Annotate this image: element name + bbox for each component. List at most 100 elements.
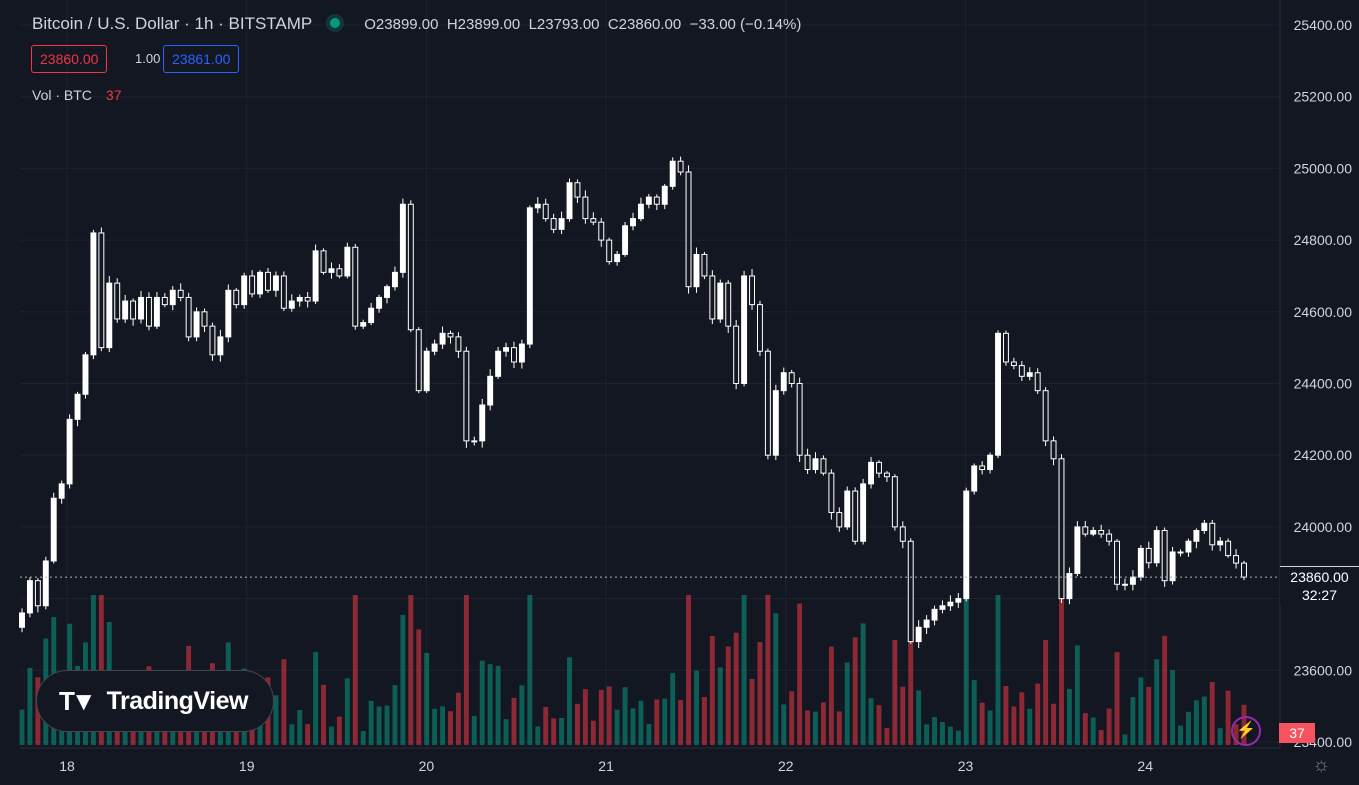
candle-body	[669, 160, 676, 187]
volume-label: Vol · BTC	[32, 87, 92, 103]
volume-bar	[487, 664, 493, 745]
candle-body	[907, 540, 914, 643]
candle-body	[423, 350, 430, 392]
candle-body	[979, 465, 986, 471]
candle-body	[503, 347, 509, 352]
volume-bar	[1225, 690, 1231, 745]
volume-bar	[987, 710, 993, 745]
price-tick-label: 24600.00	[1294, 304, 1353, 320]
volume-bar	[900, 686, 906, 745]
volume-bar	[749, 678, 755, 745]
volume-bar	[813, 711, 818, 745]
candle-body	[526, 207, 533, 345]
volume-bar	[590, 720, 596, 745]
candle-body	[471, 440, 478, 443]
volume-bar	[1209, 681, 1215, 745]
volume-bar	[876, 705, 882, 745]
volume-bar	[495, 665, 501, 745]
volume-bar	[670, 673, 676, 745]
price-axis[interactable]: 23400.0023600.0023800.0024000.0024200.00…	[1294, 17, 1353, 750]
volume-value: 37	[105, 87, 122, 103]
candle-body	[820, 458, 827, 474]
candle-body	[1074, 526, 1081, 575]
volume-bar	[408, 595, 414, 745]
volume-bar	[868, 698, 874, 745]
volume-bar	[1098, 730, 1104, 745]
price-tick-label: 24800.00	[1294, 232, 1353, 248]
volume-bar	[709, 636, 715, 745]
candle-body	[217, 336, 224, 356]
symbol-legend[interactable]: Bitcoin / U.S. Dollar · 1h · BITSTAMP O23…	[32, 14, 801, 34]
volume-bar	[582, 689, 588, 745]
candle-body	[757, 304, 763, 352]
candle-body	[82, 354, 89, 395]
candle-body	[280, 275, 287, 309]
volume-bar	[828, 646, 834, 745]
candle-body	[241, 275, 248, 306]
volume-bar	[432, 708, 438, 745]
price-tick-label: 23600.00	[1294, 662, 1353, 678]
volume-bar	[503, 719, 509, 745]
volume-bar	[416, 629, 422, 745]
candle-body	[1042, 390, 1049, 442]
candle-body	[1002, 332, 1009, 363]
candle-body	[844, 490, 851, 528]
candle-body	[804, 454, 811, 471]
candle-body	[860, 483, 867, 542]
volume-bar	[567, 657, 572, 745]
volume-bar	[19, 709, 25, 745]
candle-body	[899, 526, 906, 542]
candle-body	[1225, 540, 1232, 557]
buy-price-button[interactable]: 23861.00	[163, 45, 240, 73]
time-axis[interactable]: 18 19 20 21 22 23 24	[59, 758, 1153, 774]
candle-body	[542, 203, 549, 220]
change-value: −33.00 (−0.14%)	[689, 16, 802, 33]
candle-body	[138, 296, 144, 320]
candle-body	[352, 246, 359, 327]
candle-body	[34, 580, 41, 607]
candle-body	[177, 289, 184, 298]
ohlc-readout: O23899.00 H23899.00 L23793.00 C23860.00 …	[364, 16, 801, 33]
market-status-dot-icon[interactable]	[330, 18, 341, 28]
volume-bar	[1122, 734, 1128, 745]
tradingview-logo[interactable]: T▼ TradingView	[36, 670, 274, 732]
volume-bar	[305, 724, 311, 745]
volume-bar	[1114, 652, 1120, 745]
volume-bar	[281, 659, 287, 745]
lightning-icon[interactable]: ⚡	[1231, 716, 1261, 746]
volume-bar	[1003, 685, 1009, 745]
spread-value: 1.00	[135, 51, 161, 66]
candle-body	[1129, 576, 1136, 585]
candle-body	[1122, 583, 1128, 586]
candle-body	[701, 253, 708, 277]
candle-body	[431, 343, 438, 352]
candle-body	[1058, 458, 1065, 600]
candle-body	[265, 271, 271, 291]
volume-legend[interactable]: Vol · BTC 37	[32, 87, 121, 103]
volume-bar	[630, 708, 636, 745]
candle-body	[1114, 540, 1120, 585]
volume-bar	[321, 684, 326, 745]
volume-bar	[463, 595, 469, 745]
candle-body	[1082, 526, 1089, 535]
volume-bar	[1217, 728, 1223, 745]
candle-body	[661, 185, 668, 205]
settings-gear-icon[interactable]: ☼	[1312, 754, 1331, 776]
candle-body	[288, 300, 295, 309]
symbol-title[interactable]: Bitcoin / U.S. Dollar · 1h · BITSTAMP	[32, 14, 313, 33]
volume-bar	[440, 706, 446, 745]
candle-body	[1161, 529, 1168, 582]
volume-bar	[1011, 706, 1017, 745]
volume-bar	[662, 698, 668, 745]
volume-bar	[329, 726, 334, 745]
volume-bar	[678, 700, 684, 745]
candle-body	[836, 512, 843, 528]
volume-bar	[638, 700, 644, 745]
low-value: L23793.00	[528, 16, 600, 33]
volume-bar	[1130, 697, 1136, 745]
sell-price-button[interactable]: 23860.00	[31, 45, 108, 73]
candle-body	[58, 483, 65, 499]
volume-bar	[551, 718, 557, 745]
volume-bar	[892, 640, 898, 745]
